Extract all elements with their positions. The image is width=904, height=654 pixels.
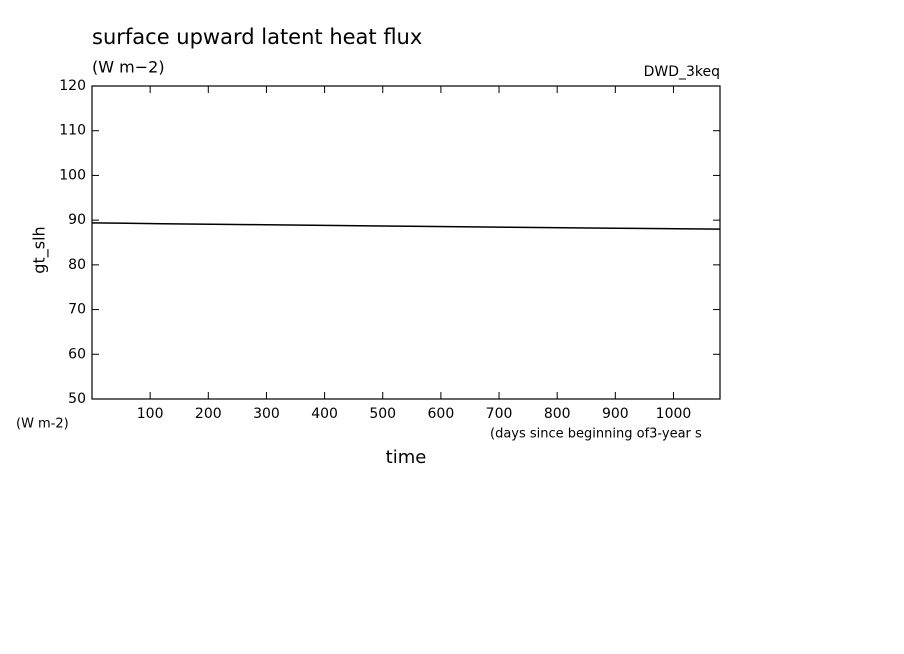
- x-tick-label: 800: [544, 406, 571, 422]
- chart-subtitle: (W m−2): [92, 58, 165, 77]
- y-tick-label: 110: [59, 123, 86, 139]
- x-tick-label: 200: [195, 406, 222, 422]
- y-tick-label: 90: [68, 212, 86, 228]
- y-tick-label: 80: [68, 257, 86, 273]
- x-tick-label: 1000: [656, 406, 692, 422]
- y-axis-label: gt_slh: [30, 226, 50, 273]
- chart-title: surface upward latent heat flux: [92, 25, 422, 49]
- x-axis-label: time: [386, 447, 427, 468]
- x-unit: (days since beginning of3-year s: [490, 427, 702, 442]
- x-tick-label: 500: [369, 406, 396, 422]
- x-tick-label: 400: [311, 406, 338, 422]
- y-unit: (W m-2): [16, 417, 69, 432]
- y-tick-label: 60: [68, 346, 86, 362]
- x-tick-label: 600: [428, 406, 455, 422]
- x-tick-label: 900: [602, 406, 629, 422]
- plot-frame: [91, 85, 721, 400]
- x-tick-label: 700: [486, 406, 513, 422]
- annotation: DWD_3keq: [644, 64, 720, 80]
- data-line: [91, 222, 721, 230]
- x-tick-label: 100: [137, 406, 164, 422]
- x-tick-label: 300: [253, 406, 280, 422]
- y-tick-label: 120: [59, 78, 86, 94]
- y-tick-label: 50: [68, 391, 86, 407]
- y-tick-label: 70: [68, 302, 86, 318]
- y-tick-label: 100: [59, 167, 86, 183]
